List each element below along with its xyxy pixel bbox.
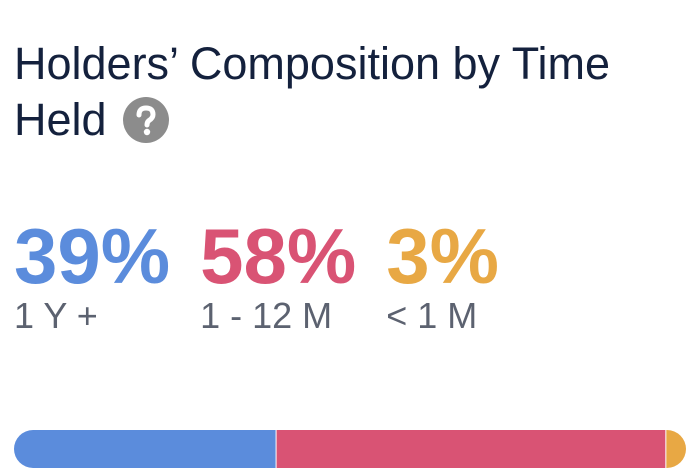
title: Holders’ Composition by Time Held — [14, 36, 684, 148]
bar-segment — [665, 430, 686, 468]
stats: 39% 1 Y +58% 1 - 12 M 3% < 1 M — [14, 214, 529, 336]
stat-label: < 1 M — [386, 295, 478, 336]
stat-value: 58% — [200, 212, 357, 300]
bar-segment — [14, 430, 277, 468]
stat-value: 39% — [14, 212, 171, 300]
help-icon[interactable] — [122, 97, 169, 144]
stat-label: 1 - 12 M — [200, 295, 333, 336]
bar-segment — [276, 430, 666, 468]
title-text: Holders’ Composition by Time Held — [14, 38, 611, 145]
stat-value: 3% — [386, 212, 499, 300]
stat: 39% 1 Y + — [14, 214, 170, 336]
stat: 58% 1 - 12 M — [200, 214, 356, 336]
stacked-bar — [14, 430, 686, 468]
stat-label: 1 Y + — [14, 295, 98, 336]
stat: 3% < 1 M — [386, 214, 499, 336]
